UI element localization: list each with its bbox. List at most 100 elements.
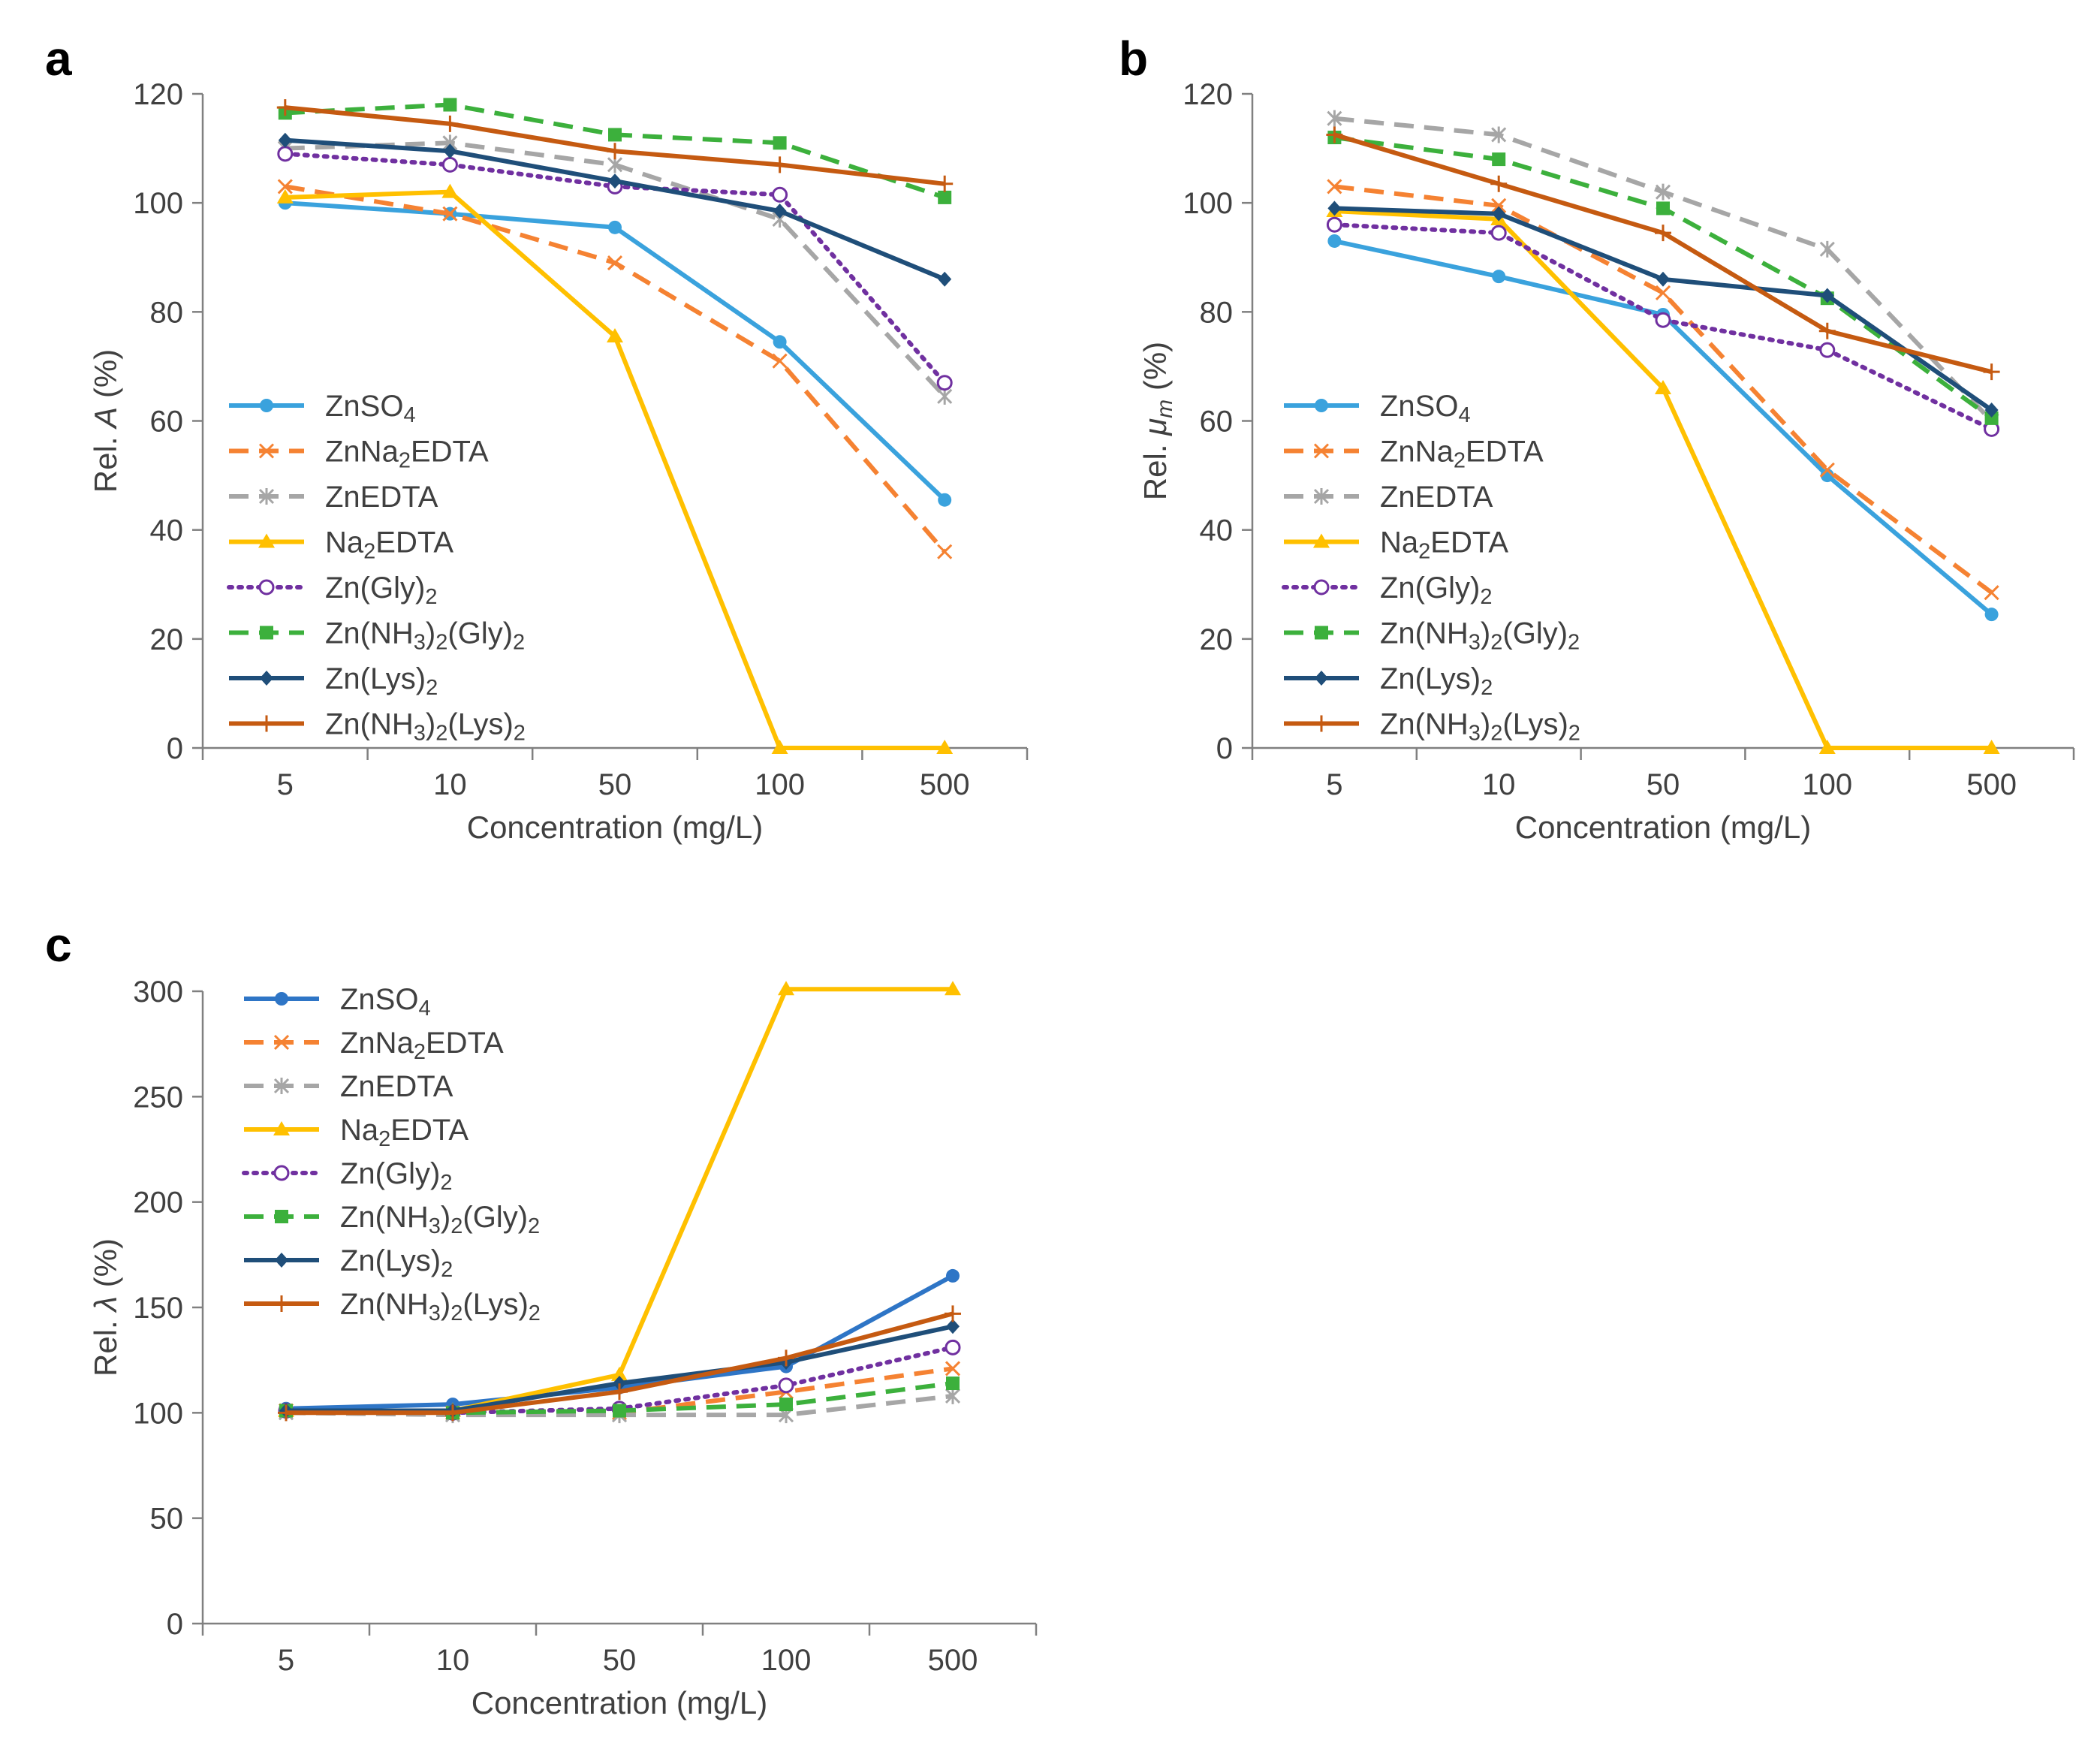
panel-a-point-znlys2 bbox=[608, 173, 622, 189]
panel-c-x-tick-label: 100 bbox=[761, 1644, 812, 1677]
panel-c-legend-marker bbox=[273, 1295, 290, 1312]
panel-a-y-tick-label: 100 bbox=[133, 187, 183, 220]
panel-b-y-tick-label: 120 bbox=[1183, 78, 1233, 111]
panel-c-legend-marker bbox=[275, 992, 288, 1006]
panel-b-series-znna2edta bbox=[1327, 179, 1999, 601]
panel-c-point-na2edta bbox=[945, 981, 961, 996]
panel-b-y-tick-label: 100 bbox=[1183, 187, 1233, 220]
panel-c-label: c bbox=[45, 918, 72, 972]
panel-a-point-znso4 bbox=[608, 220, 622, 234]
panel-b-point-znnh3gly bbox=[1984, 411, 1999, 425]
panel-a-point-znnh3lys bbox=[607, 143, 623, 160]
panel-b-legend-marker bbox=[1315, 626, 1328, 640]
panel-a-legend-item: Zn(NH3)2(Lys)2 bbox=[229, 708, 526, 746]
panel-a-y-tick-label: 0 bbox=[167, 732, 183, 765]
panel-c-y-tick-label: 250 bbox=[133, 1081, 183, 1114]
panel-b: b 0 20 40 60 80 100 120 5 10 50 100 500 Concentration… bbox=[1119, 32, 2075, 845]
panel-a-legend-item: Zn(NH3)2(Gly)2 bbox=[229, 617, 525, 655]
panel-c-point-znnh3lys bbox=[278, 1404, 294, 1422]
panel-b-line-znna2edta bbox=[1334, 184, 1993, 595]
panel-a-x-tick-label: 5 bbox=[277, 768, 294, 801]
panel-b-y-axis-title: Rel. μm (%) bbox=[1137, 342, 1177, 500]
panel-a-legend-item: ZnNa2EDTA bbox=[229, 436, 489, 473]
panel-a-point-znnh3lys bbox=[276, 99, 294, 116]
panel-a-legend-label: Na2EDTA bbox=[325, 526, 453, 564]
panel-a-x-tick-label: 50 bbox=[598, 768, 632, 801]
panel-b-point-znnh3gly bbox=[1492, 152, 1506, 167]
panel-b-legend-label: Zn(Lys)2 bbox=[1380, 662, 1493, 700]
panel-b-point-znnh3lys bbox=[1490, 175, 1508, 192]
panel-b-point-na2edta bbox=[1983, 740, 2000, 754]
panel-c-point-znnh3lys bbox=[444, 1404, 461, 1422]
panel-a-point-znnh3gly bbox=[773, 136, 787, 150]
panel-b-point-znlys2 bbox=[1327, 201, 1342, 216]
panel-c-legend-label: ZnNa2EDTA bbox=[340, 1027, 504, 1064]
panel-a-y-tick-label: 80 bbox=[150, 296, 184, 329]
panel-a-series-znna2edta bbox=[277, 179, 953, 559]
panel-b-point-znedta bbox=[1819, 240, 1835, 258]
panel-b-legend-label: Na2EDTA bbox=[1380, 526, 1508, 564]
panel-a-legend-label: Zn(NH3)2(Lys)2 bbox=[325, 708, 526, 746]
panel-c-legend-label: ZnEDTA bbox=[340, 1070, 453, 1103]
panel-a-y-axis-title: Rel. A (%) bbox=[88, 349, 123, 493]
panel-c-legend-item: ZnSO4 bbox=[244, 983, 431, 1021]
panel-b-legend-item: Zn(NH3)2(Gly)2 bbox=[1284, 617, 1580, 655]
panel-a-legend-item: Zn(Lys)2 bbox=[229, 662, 438, 700]
panel-b-point-znnh3lys bbox=[1818, 322, 1836, 339]
panel-b-legend-label: ZnSO4 bbox=[1380, 390, 1471, 427]
panel-c-x-tick-label: 500 bbox=[928, 1644, 978, 1677]
panel-a-point-znedta bbox=[937, 387, 953, 405]
panel-c-y-axis-title: Rel. λ (%) bbox=[88, 1238, 123, 1377]
panel-b-point-znna2edta bbox=[1327, 179, 1342, 194]
panel-a-legend-marker bbox=[258, 443, 275, 459]
panel-a-series-na2edta bbox=[276, 183, 954, 754]
panel-c-legend: ZnSO4 ZnNa2EDTA ZnEDTA Na2EDTA Zn(Gly)2 Zn(NH… bbox=[242, 983, 541, 1325]
panel-a-legend-marker bbox=[260, 671, 273, 686]
panel-a-legend-item: Na2EDTA bbox=[229, 526, 453, 564]
panel-a-y-tick-label: 120 bbox=[133, 78, 183, 111]
panel-a-point-zngly2 bbox=[936, 375, 953, 391]
panel-c-legend-item: Zn(NH3)2(Lys)2 bbox=[244, 1288, 541, 1325]
panel-c-legend-label: ZnSO4 bbox=[340, 983, 431, 1021]
panel-b-series-znnh3gly bbox=[1327, 131, 1999, 425]
panel-b-point-znna2edta bbox=[1655, 285, 1671, 300]
panel-b-y-tick-label: 20 bbox=[1200, 623, 1234, 656]
panel-b-legend-item: Zn(Lys)2 bbox=[1284, 662, 1493, 700]
panel-c-point-na2edta bbox=[778, 981, 794, 996]
panel-b-point-znnh3lys bbox=[1655, 225, 1671, 242]
panel-c-point-znnh3lys bbox=[778, 1349, 794, 1367]
panel-a-point-na2edta bbox=[771, 740, 788, 754]
panel-b-legend-label: Zn(NH3)2(Gly)2 bbox=[1380, 617, 1580, 655]
panel-b-point-znnh3lys bbox=[1326, 126, 1343, 143]
panel-a-legend-label: Zn(NH3)2(Gly)2 bbox=[325, 617, 525, 655]
panel-a-legend-label: ZnNa2EDTA bbox=[325, 436, 489, 473]
panel-a-point-zngly2 bbox=[277, 146, 294, 162]
panel-c-point-zngly2 bbox=[778, 1377, 794, 1394]
panel-c-point-zngly2 bbox=[945, 1339, 961, 1355]
panel-c-x-tick-label: 5 bbox=[278, 1644, 294, 1677]
panel-b-point-znlys2 bbox=[1984, 402, 1999, 418]
panel-a-point-na2edta bbox=[276, 188, 294, 204]
panel-b-x-axis-title: Concentration (mg/L) bbox=[1515, 810, 1812, 845]
panel-a-point-na2edta bbox=[607, 327, 623, 342]
panel-a-legend-label: ZnEDTA bbox=[325, 481, 438, 514]
panel-b-legend-label: Zn(NH3)2(Lys)2 bbox=[1380, 708, 1580, 746]
panel-a-point-na2edta bbox=[441, 183, 459, 198]
panel-b-point-znna2edta bbox=[1819, 462, 1835, 478]
panel-a-legend-item: Zn(Gly)2 bbox=[227, 571, 437, 609]
panel-a-point-znnh3gly bbox=[608, 128, 622, 142]
panel-b-x-tick-label: 100 bbox=[1802, 768, 1852, 801]
panel-c-y-tick-label: 200 bbox=[133, 1187, 183, 1220]
panel-b-legend-marker bbox=[1313, 533, 1330, 548]
panel-b-legend-item: ZnSO4 bbox=[1284, 390, 1471, 427]
panel-b-point-znlys2 bbox=[1820, 288, 1834, 303]
panel-a-y-tick-label: 20 bbox=[150, 623, 184, 656]
panel-b-point-znso4 bbox=[1984, 608, 1999, 622]
panel-c-point-znnh3gly bbox=[613, 1404, 626, 1418]
panel-a-legend-marker bbox=[258, 715, 275, 732]
panel-b-legend: ZnSO4 ZnNa2EDTA ZnEDTA Na2EDTA Zn(Gly)2 Zn(NH… bbox=[1282, 390, 1580, 746]
panel-c-legend-label: Zn(Lys)2 bbox=[340, 1244, 453, 1282]
panel-c-legend-item: Zn(Lys)2 bbox=[244, 1244, 453, 1282]
panel-c-point-znnh3gly bbox=[946, 1377, 960, 1391]
